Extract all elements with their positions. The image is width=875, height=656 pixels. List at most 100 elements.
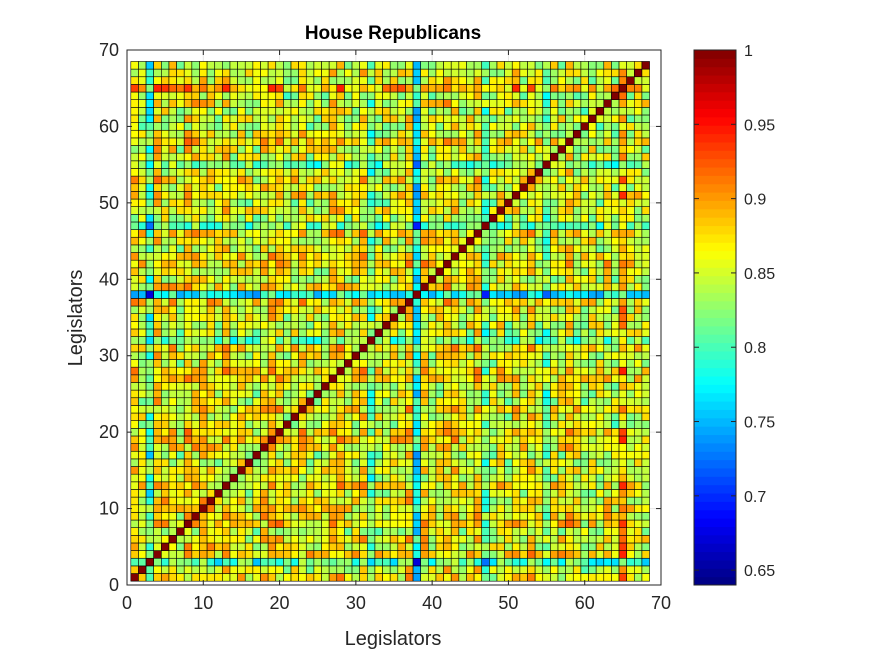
heatmap-cell	[542, 84, 551, 93]
heatmap-cell	[450, 535, 460, 544]
heatmap-cell	[527, 397, 536, 406]
heatmap-cell	[252, 382, 261, 391]
heatmap-cell	[511, 91, 521, 100]
colorbar-segment	[694, 108, 736, 118]
heatmap-cell	[138, 68, 147, 78]
heatmap-cell	[138, 542, 147, 551]
heatmap-cell	[450, 443, 460, 452]
heatmap-cell	[641, 343, 650, 353]
heatmap-cell	[611, 397, 620, 406]
heatmap-cell	[382, 114, 391, 123]
heatmap-cell	[412, 175, 422, 185]
heatmap-cell	[450, 244, 460, 253]
heatmap-cell	[473, 374, 483, 383]
heatmap-cell	[527, 351, 536, 360]
heatmap-cell	[481, 76, 490, 85]
heatmap-cell	[359, 160, 368, 169]
heatmap-cell	[542, 565, 551, 574]
heatmap-cell	[145, 122, 154, 131]
heatmap-cell	[489, 535, 498, 544]
heatmap-cell	[267, 519, 277, 528]
heatmap-cell	[366, 145, 376, 154]
heatmap-cell	[504, 527, 513, 536]
heatmap-cell	[466, 168, 475, 177]
heatmap-cell	[336, 114, 345, 123]
heatmap-cell	[435, 527, 444, 536]
heatmap-cell	[244, 435, 254, 444]
heatmap-cell	[496, 405, 505, 414]
colorbar	[693, 49, 737, 586]
heatmap-cell	[435, 152, 444, 162]
heatmap-cell	[519, 366, 528, 376]
heatmap-cell	[504, 99, 513, 108]
heatmap-cell	[351, 84, 360, 93]
heatmap-cell	[458, 236, 467, 246]
heatmap-cell	[298, 214, 307, 223]
heatmap-cell	[527, 450, 536, 460]
heatmap-cell	[229, 512, 238, 521]
heatmap-cell	[580, 107, 589, 116]
heatmap-cell	[405, 450, 414, 460]
heatmap-cell	[305, 389, 315, 399]
heatmap-cell	[603, 91, 612, 100]
heatmap-cell	[130, 412, 139, 421]
heatmap-cell	[374, 573, 383, 582]
heatmap-cell	[405, 61, 414, 70]
heatmap-cell	[511, 550, 521, 559]
heatmap-cell	[305, 412, 315, 421]
heatmap-cell	[168, 489, 177, 498]
heatmap-cell	[603, 405, 612, 414]
heatmap-cell	[344, 512, 353, 521]
heatmap-cell	[397, 336, 406, 345]
heatmap-cell	[222, 99, 231, 108]
heatmap-cell	[618, 152, 627, 162]
heatmap-cell	[565, 435, 574, 444]
heatmap-cell	[191, 519, 200, 528]
heatmap-cell	[626, 557, 635, 567]
heatmap-cell	[222, 137, 231, 146]
heatmap-cell	[161, 336, 170, 345]
heatmap-cell	[504, 282, 513, 292]
heatmap-cell	[420, 160, 429, 169]
heatmap-cell	[458, 328, 467, 337]
heatmap-cell	[641, 183, 650, 192]
colorbar-segment	[694, 476, 736, 486]
heatmap-cell	[572, 550, 582, 559]
heatmap-cell	[267, 91, 277, 100]
heatmap-cell	[138, 114, 147, 123]
heatmap-cell	[336, 382, 345, 391]
heatmap-cell	[572, 313, 582, 322]
heatmap-cell	[611, 313, 620, 322]
heatmap-cell	[183, 458, 193, 467]
heatmap-cell	[626, 382, 635, 391]
heatmap-cell	[603, 389, 612, 399]
heatmap-cell	[214, 466, 223, 475]
heatmap-cell	[176, 275, 185, 284]
heatmap-cell	[519, 145, 528, 154]
heatmap-cell	[542, 137, 551, 146]
heatmap-cell	[542, 107, 551, 116]
heatmap-cell	[237, 458, 246, 467]
heatmap-cell	[283, 229, 292, 238]
heatmap-cell	[504, 68, 513, 78]
heatmap-cell	[237, 221, 246, 230]
heatmap-cell	[199, 420, 208, 429]
heatmap-cell	[130, 382, 139, 391]
heatmap-cell	[633, 550, 643, 559]
heatmap-cell	[481, 489, 490, 498]
heatmap-cell	[176, 282, 185, 292]
heatmap-cell	[267, 236, 277, 246]
heatmap-cell	[511, 397, 521, 406]
heatmap-cell	[572, 298, 582, 307]
heatmap-cell	[618, 343, 627, 353]
heatmap-cell	[496, 160, 505, 169]
heatmap-cell	[527, 244, 536, 253]
heatmap-cell	[176, 206, 185, 215]
heatmap-cell	[504, 557, 513, 567]
heatmap-cell	[305, 336, 315, 345]
heatmap-cell	[366, 99, 376, 108]
heatmap-cell	[611, 84, 620, 93]
heatmap-cell	[138, 504, 147, 513]
heatmap-cell	[435, 91, 444, 100]
heatmap-cell	[633, 305, 643, 314]
